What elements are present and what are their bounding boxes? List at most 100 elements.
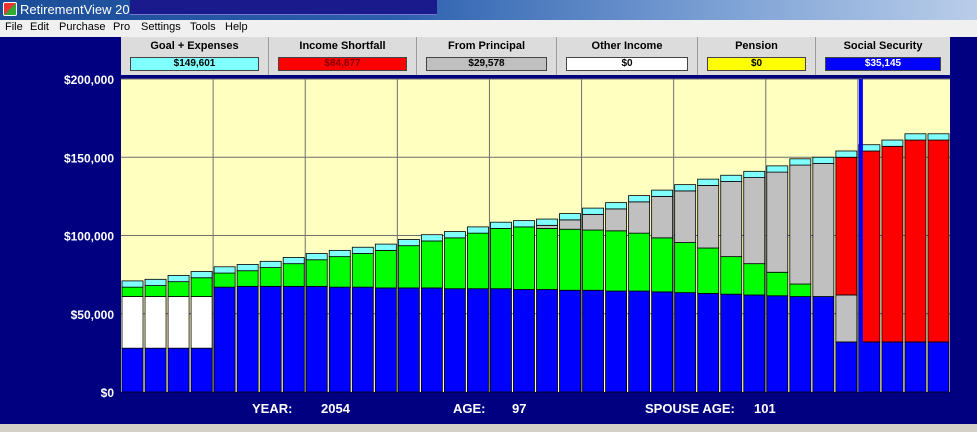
bar-principal[interactable] [789,164,812,285]
bar-social-security[interactable] [328,286,351,393]
bar-social-security[interactable] [236,285,259,393]
bar-expenses[interactable] [351,246,374,254]
bar-expenses[interactable] [674,184,697,192]
bar-investment[interactable] [559,228,581,291]
bar-expenses[interactable] [927,133,950,141]
bar-expenses[interactable] [697,178,720,186]
bar-social-security[interactable] [121,347,144,393]
bar-principal[interactable] [697,185,720,249]
menu-file[interactable]: File [5,21,23,33]
bar-investment[interactable] [467,232,489,290]
bar-social-security[interactable] [374,287,397,393]
bar-expenses[interactable] [904,133,927,141]
bar-principal[interactable] [835,294,858,343]
bar-expenses[interactable] [397,239,420,247]
bar-principal[interactable] [720,181,743,258]
bar-expenses[interactable] [305,253,328,261]
bar-social-security[interactable] [536,289,558,393]
bar-investment[interactable] [651,237,674,293]
bar-expenses[interactable] [374,243,397,251]
bar-shortfall[interactable] [835,156,858,296]
bar-investment[interactable] [236,270,259,287]
bar-expenses[interactable] [420,234,443,242]
bar-social-security[interactable] [651,291,674,393]
bar-shortfall[interactable] [881,145,904,343]
bar-social-security[interactable] [582,289,604,393]
bar-expenses[interactable] [536,218,558,226]
bar-expenses[interactable] [812,156,835,164]
bar-investment[interactable] [490,228,512,290]
bar-expenses[interactable] [766,165,789,173]
bar-expenses[interactable] [651,189,674,197]
bar-social-security[interactable] [351,286,374,393]
bar-investment[interactable] [144,285,167,297]
bar-expenses[interactable] [190,271,213,279]
menu-settings[interactable]: Settings [141,21,181,33]
bar-expenses[interactable] [720,174,743,182]
bar-social-security[interactable] [674,292,697,393]
menu-edit[interactable]: Edit [30,21,49,33]
bar-social-security[interactable] [559,289,581,393]
bar-expenses[interactable] [467,226,489,234]
bar-investment[interactable] [328,256,351,288]
bar-social-security[interactable] [467,288,489,393]
bar-investment[interactable] [697,247,720,294]
bar-social-security[interactable] [835,341,858,393]
bar-principal[interactable] [605,208,628,232]
bar-investment[interactable] [443,237,466,290]
bar-expenses[interactable] [328,249,351,258]
menu-pro[interactable]: Pro [113,21,131,33]
bar-investment[interactable] [397,245,420,289]
bar-investment[interactable] [743,263,766,296]
bar-investment[interactable] [190,277,213,297]
bar-social-security[interactable] [881,341,904,393]
bar-social-security[interactable] [167,347,190,393]
bar-social-security[interactable] [397,287,420,393]
bar-expenses[interactable] [559,213,581,221]
bar-social-security[interactable] [812,296,835,393]
bar-principal[interactable] [628,201,651,234]
bar-expenses[interactable] [513,220,535,228]
menu-purchase[interactable]: Purchase [59,21,106,33]
bar-social-security[interactable] [743,294,766,393]
bar-social-security[interactable] [259,285,282,393]
bar-expenses[interactable] [605,202,628,210]
bar-social-security[interactable] [443,288,466,393]
bar-principal[interactable] [536,224,558,229]
bar-social-security[interactable] [490,288,512,393]
bar-investment[interactable] [374,249,397,289]
bar-investment[interactable] [420,240,443,289]
bar-investment[interactable] [305,259,328,287]
menu-tools[interactable]: Tools [190,21,216,33]
bar-expenses[interactable] [743,170,766,178]
bar-expenses[interactable] [490,221,512,229]
bar-social-security[interactable] [513,289,535,393]
bar-expenses[interactable] [789,158,812,166]
bar-social-security[interactable] [720,293,743,393]
bar-investment[interactable] [628,232,651,292]
bar-social-security[interactable] [904,341,927,393]
bar-expenses[interactable] [236,264,259,272]
bar-investment[interactable] [789,283,812,297]
bar-expenses[interactable] [628,195,651,203]
bar-investment[interactable] [674,242,697,294]
bar-social-security[interactable] [789,296,812,393]
bar-shortfall[interactable] [904,139,927,343]
bar-investment[interactable] [513,226,535,290]
bar-principal[interactable] [674,190,697,243]
bar-investment[interactable] [605,230,628,292]
bar-social-security[interactable] [190,347,213,393]
bar-other-income[interactable] [190,296,213,349]
bar-principal[interactable] [812,163,835,297]
bar-shortfall[interactable] [927,139,950,343]
bar-expenses[interactable] [259,260,282,268]
bar-expenses[interactable] [167,275,190,283]
menu-help[interactable]: Help [225,21,248,33]
bar-other-income[interactable] [144,296,167,349]
bar-investment[interactable] [766,271,789,297]
bar-investment[interactable] [121,286,144,297]
bar-expenses[interactable] [282,257,305,265]
bar-investment[interactable] [536,228,558,290]
bar-social-security[interactable] [213,286,236,393]
bar-principal[interactable] [766,171,789,273]
